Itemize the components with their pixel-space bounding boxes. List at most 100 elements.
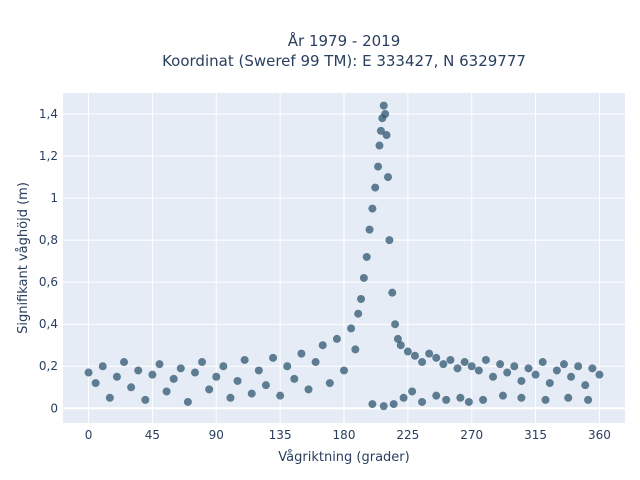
y-axis-title: Signifikant våghöjd (m) xyxy=(16,182,31,334)
data-point xyxy=(318,341,327,350)
data-point xyxy=(269,353,278,362)
x-tick-label: 0 xyxy=(85,428,93,442)
data-point xyxy=(212,372,221,381)
data-point xyxy=(385,236,394,245)
data-point xyxy=(389,400,398,409)
data-point xyxy=(297,349,306,358)
data-point xyxy=(474,366,483,375)
data-point xyxy=(379,101,388,110)
data-point xyxy=(105,393,114,402)
data-point xyxy=(552,366,561,375)
chart-title-line1: År 1979 - 2019 xyxy=(288,31,401,50)
y-tick-label: 0,6 xyxy=(39,275,58,289)
data-point xyxy=(564,393,573,402)
data-point xyxy=(581,381,590,390)
data-point xyxy=(311,358,320,367)
data-point xyxy=(496,360,505,369)
x-tick-label: 225 xyxy=(396,428,419,442)
y-tick-label: 0 xyxy=(50,401,58,415)
data-point xyxy=(198,358,207,367)
data-point xyxy=(351,345,360,354)
data-point xyxy=(467,362,476,371)
data-point xyxy=(595,370,604,379)
data-point xyxy=(418,358,427,367)
data-point xyxy=(460,358,469,367)
data-point xyxy=(584,395,593,404)
data-point xyxy=(408,387,417,396)
data-point xyxy=(541,395,550,404)
data-point xyxy=(261,381,270,390)
data-point xyxy=(362,252,371,261)
data-point xyxy=(517,393,526,402)
data-point xyxy=(388,288,397,297)
data-point xyxy=(340,366,348,375)
data-point xyxy=(325,379,334,388)
x-tick-label: 315 xyxy=(524,428,547,442)
data-point xyxy=(332,334,341,343)
y-tick-labels: 0 0,2 0,4 0,6 0,8 1 1,2 1,4 xyxy=(39,107,58,415)
data-point xyxy=(371,183,380,192)
data-point xyxy=(368,400,377,409)
data-point xyxy=(134,366,143,375)
data-point xyxy=(396,341,405,350)
data-point xyxy=(379,402,388,411)
data-point xyxy=(347,324,356,333)
data-point xyxy=(112,372,121,381)
data-point xyxy=(155,360,164,369)
x-tick-label: 270 xyxy=(460,428,483,442)
data-point xyxy=(399,393,408,402)
data-point xyxy=(304,385,313,394)
x-tick-label: 45 xyxy=(145,428,160,442)
data-point xyxy=(456,393,465,402)
data-point xyxy=(240,355,249,364)
data-point xyxy=(359,273,368,282)
y-tick-label: 0,4 xyxy=(39,317,58,331)
data-point xyxy=(374,162,383,171)
data-point xyxy=(120,358,129,367)
data-point xyxy=(439,360,448,369)
data-point xyxy=(148,370,157,379)
data-point xyxy=(354,309,363,318)
data-point xyxy=(205,385,214,394)
data-point xyxy=(382,131,391,140)
data-point xyxy=(162,387,171,396)
data-point xyxy=(510,362,519,371)
data-point xyxy=(538,358,547,367)
data-point xyxy=(290,374,299,383)
data-point xyxy=(391,320,400,329)
data-point xyxy=(545,379,554,388)
data-point xyxy=(276,391,285,400)
y-tick-label: 1,2 xyxy=(39,149,58,163)
data-point xyxy=(453,364,462,373)
data-point xyxy=(383,173,392,182)
data-point xyxy=(376,126,385,135)
y-tick-label: 1 xyxy=(50,191,58,205)
x-axis-title: Vågriktning (grader) xyxy=(278,450,409,465)
data-point xyxy=(503,368,512,377)
data-point xyxy=(432,391,441,400)
data-point xyxy=(247,389,256,398)
data-point xyxy=(368,204,377,213)
data-point xyxy=(98,362,107,371)
data-point xyxy=(432,353,441,362)
data-point xyxy=(559,360,568,369)
data-point xyxy=(169,374,178,383)
data-point xyxy=(464,397,473,406)
data-point xyxy=(381,110,390,119)
data-point xyxy=(190,368,199,377)
x-tick-label: 180 xyxy=(333,428,356,442)
data-point xyxy=(176,364,185,373)
x-tick-label: 135 xyxy=(269,428,292,442)
data-point xyxy=(403,347,412,356)
data-point xyxy=(479,395,488,404)
data-point xyxy=(418,397,427,406)
y-tick-label: 1,4 xyxy=(39,107,58,121)
x-tick-label: 360 xyxy=(588,428,611,442)
data-point xyxy=(524,364,533,373)
data-point xyxy=(219,362,228,371)
data-point xyxy=(489,372,498,381)
data-point xyxy=(365,225,374,234)
data-point xyxy=(410,351,419,360)
chart-title-line2: Koordinat (Sweref 99 TM): E 333427, N 63… xyxy=(162,52,526,70)
